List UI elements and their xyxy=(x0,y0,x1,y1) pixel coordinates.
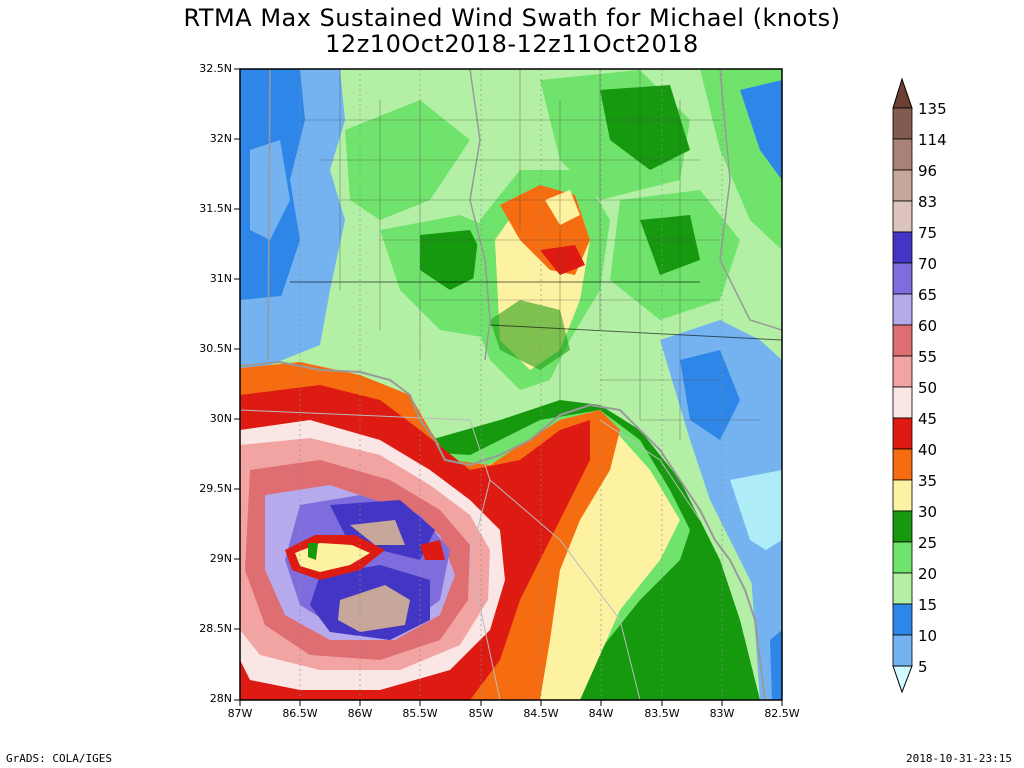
colorbar-label: 50 xyxy=(918,379,938,397)
lon-label: 87W xyxy=(227,707,253,720)
timestamp: 2018-10-31-23:15 xyxy=(906,752,1012,765)
colorbar-label: 83 xyxy=(918,193,938,211)
colorbar-label: 45 xyxy=(918,410,938,428)
colorbar-label: 75 xyxy=(918,224,938,242)
colorbar-label: 30 xyxy=(918,503,938,521)
lat-label: 28N xyxy=(209,692,232,705)
colorbar xyxy=(892,77,913,694)
colorbar-label: 10 xyxy=(918,627,938,645)
colorbar-label: 65 xyxy=(918,286,938,304)
lat-label: 31.5N xyxy=(199,202,232,215)
colorbar-label: 5 xyxy=(918,658,928,676)
map-subtitle: 12z10Oct2018-12z11Oct2018 xyxy=(325,30,699,58)
lon-label: 83W xyxy=(709,707,735,720)
lat-label: 30N xyxy=(209,412,232,425)
colorbar-label: 15 xyxy=(918,596,938,614)
lat-label: 32.5N xyxy=(199,62,232,75)
map-frame xyxy=(239,68,783,701)
grads-credit: GrADS: COLA/IGES xyxy=(6,752,112,765)
colorbar-label: 70 xyxy=(918,255,938,273)
colorbar-label: 60 xyxy=(918,317,938,335)
wind-field xyxy=(240,69,782,700)
lat-label: 30.5N xyxy=(199,342,232,355)
lon-label: 84W xyxy=(588,707,614,720)
lat-label: 31N xyxy=(209,272,232,285)
lat-label: 29N xyxy=(209,552,232,565)
colorbar-label: 55 xyxy=(918,348,938,366)
colorbar-label: 25 xyxy=(918,534,938,552)
lon-label: 84.5W xyxy=(523,707,559,720)
lon-label: 85W xyxy=(468,707,494,720)
lat-label: 32N xyxy=(209,132,232,145)
map-title: RTMA Max Sustained Wind Swath for Michae… xyxy=(183,4,841,32)
colorbar-label: 20 xyxy=(918,565,938,583)
colorbar-label: 40 xyxy=(918,441,938,459)
lon-label: 85.5W xyxy=(402,707,438,720)
lon-label: 86W xyxy=(347,707,373,720)
lon-label: 82.5W xyxy=(764,707,800,720)
colorbar-arrow-top xyxy=(892,77,913,109)
lon-label: 86.5W xyxy=(282,707,318,720)
colorbar-label: 114 xyxy=(918,131,947,149)
colorbar-label: 35 xyxy=(918,472,938,490)
lat-label: 29.5N xyxy=(199,482,232,495)
colorbar-arrow-bottom xyxy=(892,665,913,694)
lon-label: 83.5W xyxy=(644,707,680,720)
lat-label: 28.5N xyxy=(199,622,232,635)
colorbar-label: 96 xyxy=(918,162,938,180)
colorbar-label: 135 xyxy=(918,100,947,118)
